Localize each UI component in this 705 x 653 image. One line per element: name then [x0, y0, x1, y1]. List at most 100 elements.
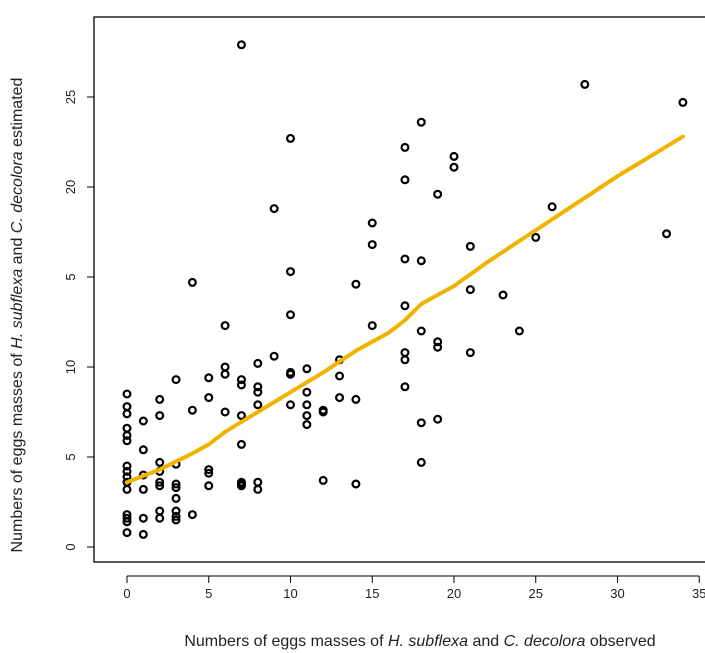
data-point	[155, 411, 165, 421]
data-point	[433, 414, 443, 424]
data-point	[122, 436, 132, 446]
x-tick-label: 20	[447, 586, 461, 601]
data-point	[138, 484, 148, 494]
data-point	[155, 457, 165, 467]
data-point	[204, 373, 214, 383]
y-tick-label: 0	[63, 543, 78, 550]
data-point	[138, 529, 148, 539]
data-point	[236, 439, 246, 449]
data-point	[351, 479, 361, 489]
axis-title-part: observed	[585, 633, 655, 650]
data-point	[302, 364, 312, 374]
data-point	[155, 477, 165, 487]
x-tick-label: 30	[610, 586, 624, 601]
data-point	[416, 117, 426, 127]
data-point	[236, 477, 246, 487]
data-point	[286, 367, 296, 377]
x-tick-label: 35	[692, 586, 705, 601]
data-point	[204, 481, 214, 491]
axis-title-part: H. subflexa	[9, 269, 26, 349]
data-point	[302, 420, 312, 430]
data-points	[122, 40, 688, 539]
data-point	[171, 493, 181, 503]
y-axis: 0 5 10 5 20 25	[63, 90, 95, 551]
data-point	[498, 290, 508, 300]
data-point	[155, 513, 165, 523]
data-point	[514, 326, 524, 336]
data-point	[155, 481, 165, 491]
axis-title-part: estimated	[9, 78, 26, 152]
x-tick-label: 5	[205, 586, 212, 601]
axis-title-part: Numbers of eggs masses of	[184, 633, 388, 650]
data-point	[400, 348, 410, 358]
data-point	[220, 362, 230, 372]
data-point	[400, 355, 410, 365]
data-point	[122, 430, 132, 440]
data-point	[449, 162, 459, 172]
y-axis-title: Numbers of eggs masses of H. subflexa an…	[9, 78, 26, 553]
data-point	[416, 256, 426, 266]
data-point	[171, 511, 181, 521]
data-point	[122, 409, 132, 419]
data-point	[465, 348, 475, 358]
data-point	[335, 371, 345, 381]
data-point	[318, 475, 328, 485]
data-point	[302, 411, 312, 421]
data-point	[253, 358, 263, 368]
data-point	[122, 461, 132, 471]
data-point	[302, 400, 312, 410]
data-point	[367, 321, 377, 331]
data-point	[400, 254, 410, 264]
data-point	[122, 389, 132, 399]
y-tick-label: 10	[63, 360, 78, 374]
data-point	[465, 285, 475, 295]
data-point	[187, 405, 197, 415]
data-point	[400, 382, 410, 392]
data-point	[547, 202, 557, 212]
data-point	[416, 457, 426, 467]
data-point	[220, 369, 230, 379]
data-point	[122, 402, 132, 412]
data-point	[138, 445, 148, 455]
data-point	[236, 411, 246, 421]
smoothed-trend-line	[125, 134, 685, 485]
x-tick-label: 15	[365, 586, 379, 601]
data-point	[269, 351, 279, 361]
data-point	[318, 405, 328, 415]
data-point	[400, 175, 410, 185]
y-tick-label: 25	[63, 90, 78, 104]
data-point	[138, 513, 148, 523]
data-point	[171, 483, 181, 493]
data-point	[433, 342, 443, 352]
axis-title-part: and	[9, 233, 26, 269]
axis-title-part: Numbers of eggs masses of	[9, 349, 26, 553]
data-point	[253, 400, 263, 410]
data-point	[416, 326, 426, 336]
data-point	[236, 380, 246, 390]
data-point	[302, 387, 312, 397]
data-point	[155, 394, 165, 404]
data-point	[122, 466, 132, 476]
plot-frame	[93, 16, 705, 563]
data-point	[286, 267, 296, 277]
data-point	[335, 393, 345, 403]
axis-title-part: and	[468, 633, 504, 650]
data-point	[400, 142, 410, 152]
data-point	[122, 484, 132, 494]
data-point	[171, 506, 181, 516]
data-point	[204, 393, 214, 403]
data-point	[367, 218, 377, 228]
data-point	[220, 321, 230, 331]
data-point	[286, 400, 296, 410]
x-axis: 0 5 10 15 20 25 30 35	[123, 575, 705, 601]
data-point	[187, 277, 197, 287]
y-tick-label: 5	[63, 273, 78, 280]
data-point	[236, 40, 246, 50]
data-point	[253, 477, 263, 487]
data-point	[433, 189, 443, 199]
data-point	[351, 394, 361, 404]
x-axis-title: Numbers of eggs masses of H. subflexa an…	[184, 633, 655, 650]
data-point	[204, 468, 214, 478]
data-point	[122, 513, 132, 523]
data-point	[253, 387, 263, 397]
